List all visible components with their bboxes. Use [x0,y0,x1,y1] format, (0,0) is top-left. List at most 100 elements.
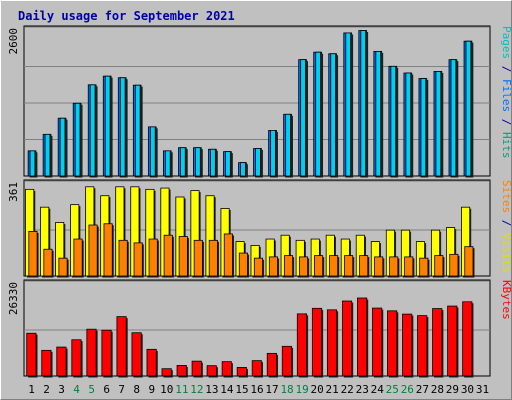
bar-sites-12 [193,239,203,277]
x-tick-label-27: 27 [416,383,429,396]
bar-sites-11 [178,236,188,277]
bar-sites-16 [253,257,263,277]
panel-visits_sites-ymax-label: 361 [7,182,20,202]
x-tick-label-31: 31 [476,383,489,396]
x-tick-label-18: 18 [280,383,293,396]
bar-sites-30 [464,246,474,277]
bar-sites-13 [208,239,218,277]
bar-kbytes-21 [326,309,338,377]
bar-sites-23 [359,255,369,277]
x-tick-label-11: 11 [175,383,188,396]
legend-entry: Hits [500,132,512,159]
legend-entry: Visits [500,233,512,273]
legend-entry: / [500,59,512,79]
bar-hits-26 [405,72,412,177]
bar-sites-28 [434,255,444,277]
bar-kbytes-12 [191,360,202,377]
x-tick-label-6: 6 [103,383,110,396]
x-tick-label-19: 19 [295,383,308,396]
bar-sites-15 [238,252,248,277]
bar-sites-27 [419,257,429,277]
x-tick-label-2: 2 [43,383,50,396]
bar-kbytes-18 [281,345,292,377]
x-tick-label-14: 14 [220,383,234,396]
legend-entry: / [500,112,512,132]
bar-sites-22 [344,255,354,277]
bar-kbytes-26 [402,313,413,377]
x-tick-label-8: 8 [133,383,140,396]
bar-kbytes-23 [357,297,368,377]
panel-kbytes-ymax-label: 26330 [7,282,20,315]
bar-hits-16 [255,148,261,177]
bar-kbytes-28 [432,308,443,377]
bar-hits-7 [119,77,126,177]
bar-hits-8 [134,84,141,177]
bar-kbytes-22 [341,300,353,377]
bar-kbytes-9 [146,348,157,377]
bar-sites-21 [329,255,339,277]
bar-kbytes-17 [266,352,277,377]
bar-kbytes-20 [311,307,323,377]
bar-hits-4 [74,102,81,177]
x-tick-label-13: 13 [205,383,218,396]
x-tick-label-23: 23 [356,383,369,396]
bar-kbytes-30 [462,301,473,377]
x-tick-label-10: 10 [160,383,173,396]
bar-sites-4 [73,238,83,277]
bar-sites-3 [58,257,68,277]
bar-sites-19 [298,256,309,277]
bar-kbytes-10 [161,368,172,377]
bar-kbytes-14 [221,361,232,377]
bar-kbytes-2 [41,349,52,377]
bar-hits-10 [164,150,171,177]
panel-visits_sites-legend: Sites / Visits [500,180,512,273]
bar-hits-18 [285,113,291,177]
bar-hits-28 [435,71,442,177]
bar-sites-5 [88,224,98,277]
legend-entry: Pages [500,26,512,59]
bar-hits-12 [195,147,201,177]
bar-hits-20 [315,51,321,177]
bar-hits-3 [59,117,66,177]
x-tick-label-1: 1 [28,383,35,396]
bar-hits-1 [29,150,36,177]
bar-kbytes-5 [86,328,97,377]
x-tick-label-25: 25 [386,383,399,396]
x-tick-label-21: 21 [326,383,339,396]
legend-entry: Files [500,79,512,112]
bar-hits-2 [44,133,51,177]
bar-hits-24 [375,50,382,177]
bar-hits-19 [300,59,306,177]
bar-sites-17 [268,256,278,277]
bar-sites-29 [449,253,459,277]
bar-hits-17 [270,130,276,177]
bar-kbytes-19 [296,313,308,377]
panel-pages_files_hits-legend: Pages / Files / Hits [500,26,512,159]
bar-sites-20 [314,255,324,277]
bar-hits-9 [149,126,156,177]
bar-kbytes-29 [447,305,458,377]
bar-hits-23 [360,30,367,177]
legend-entry: KBytes [500,280,512,320]
x-tick-label-24: 24 [371,383,385,396]
bar-kbytes-16 [251,360,262,377]
panel-pages_files_hits-ymax-label: 2600 [7,28,20,55]
x-tick-label-22: 22 [341,383,354,396]
x-tick-label-9: 9 [148,383,155,396]
bar-sites-18 [283,255,294,277]
bar-kbytes-27 [417,315,428,377]
x-tick-label-28: 28 [431,383,444,396]
bar-sites-9 [148,238,158,277]
bar-kbytes-1 [26,332,37,377]
bar-kbytes-3 [56,346,67,377]
bar-kbytes-11 [176,365,187,377]
bar-sites-8 [133,242,143,277]
bar-hits-29 [450,59,457,177]
bar-sites-6 [103,223,113,277]
bar-kbytes-7 [116,316,127,377]
bar-kbytes-4 [71,339,82,377]
bar-sites-26 [404,256,414,277]
bar-sites-7 [118,239,128,277]
x-tick-label-15: 15 [235,383,248,396]
